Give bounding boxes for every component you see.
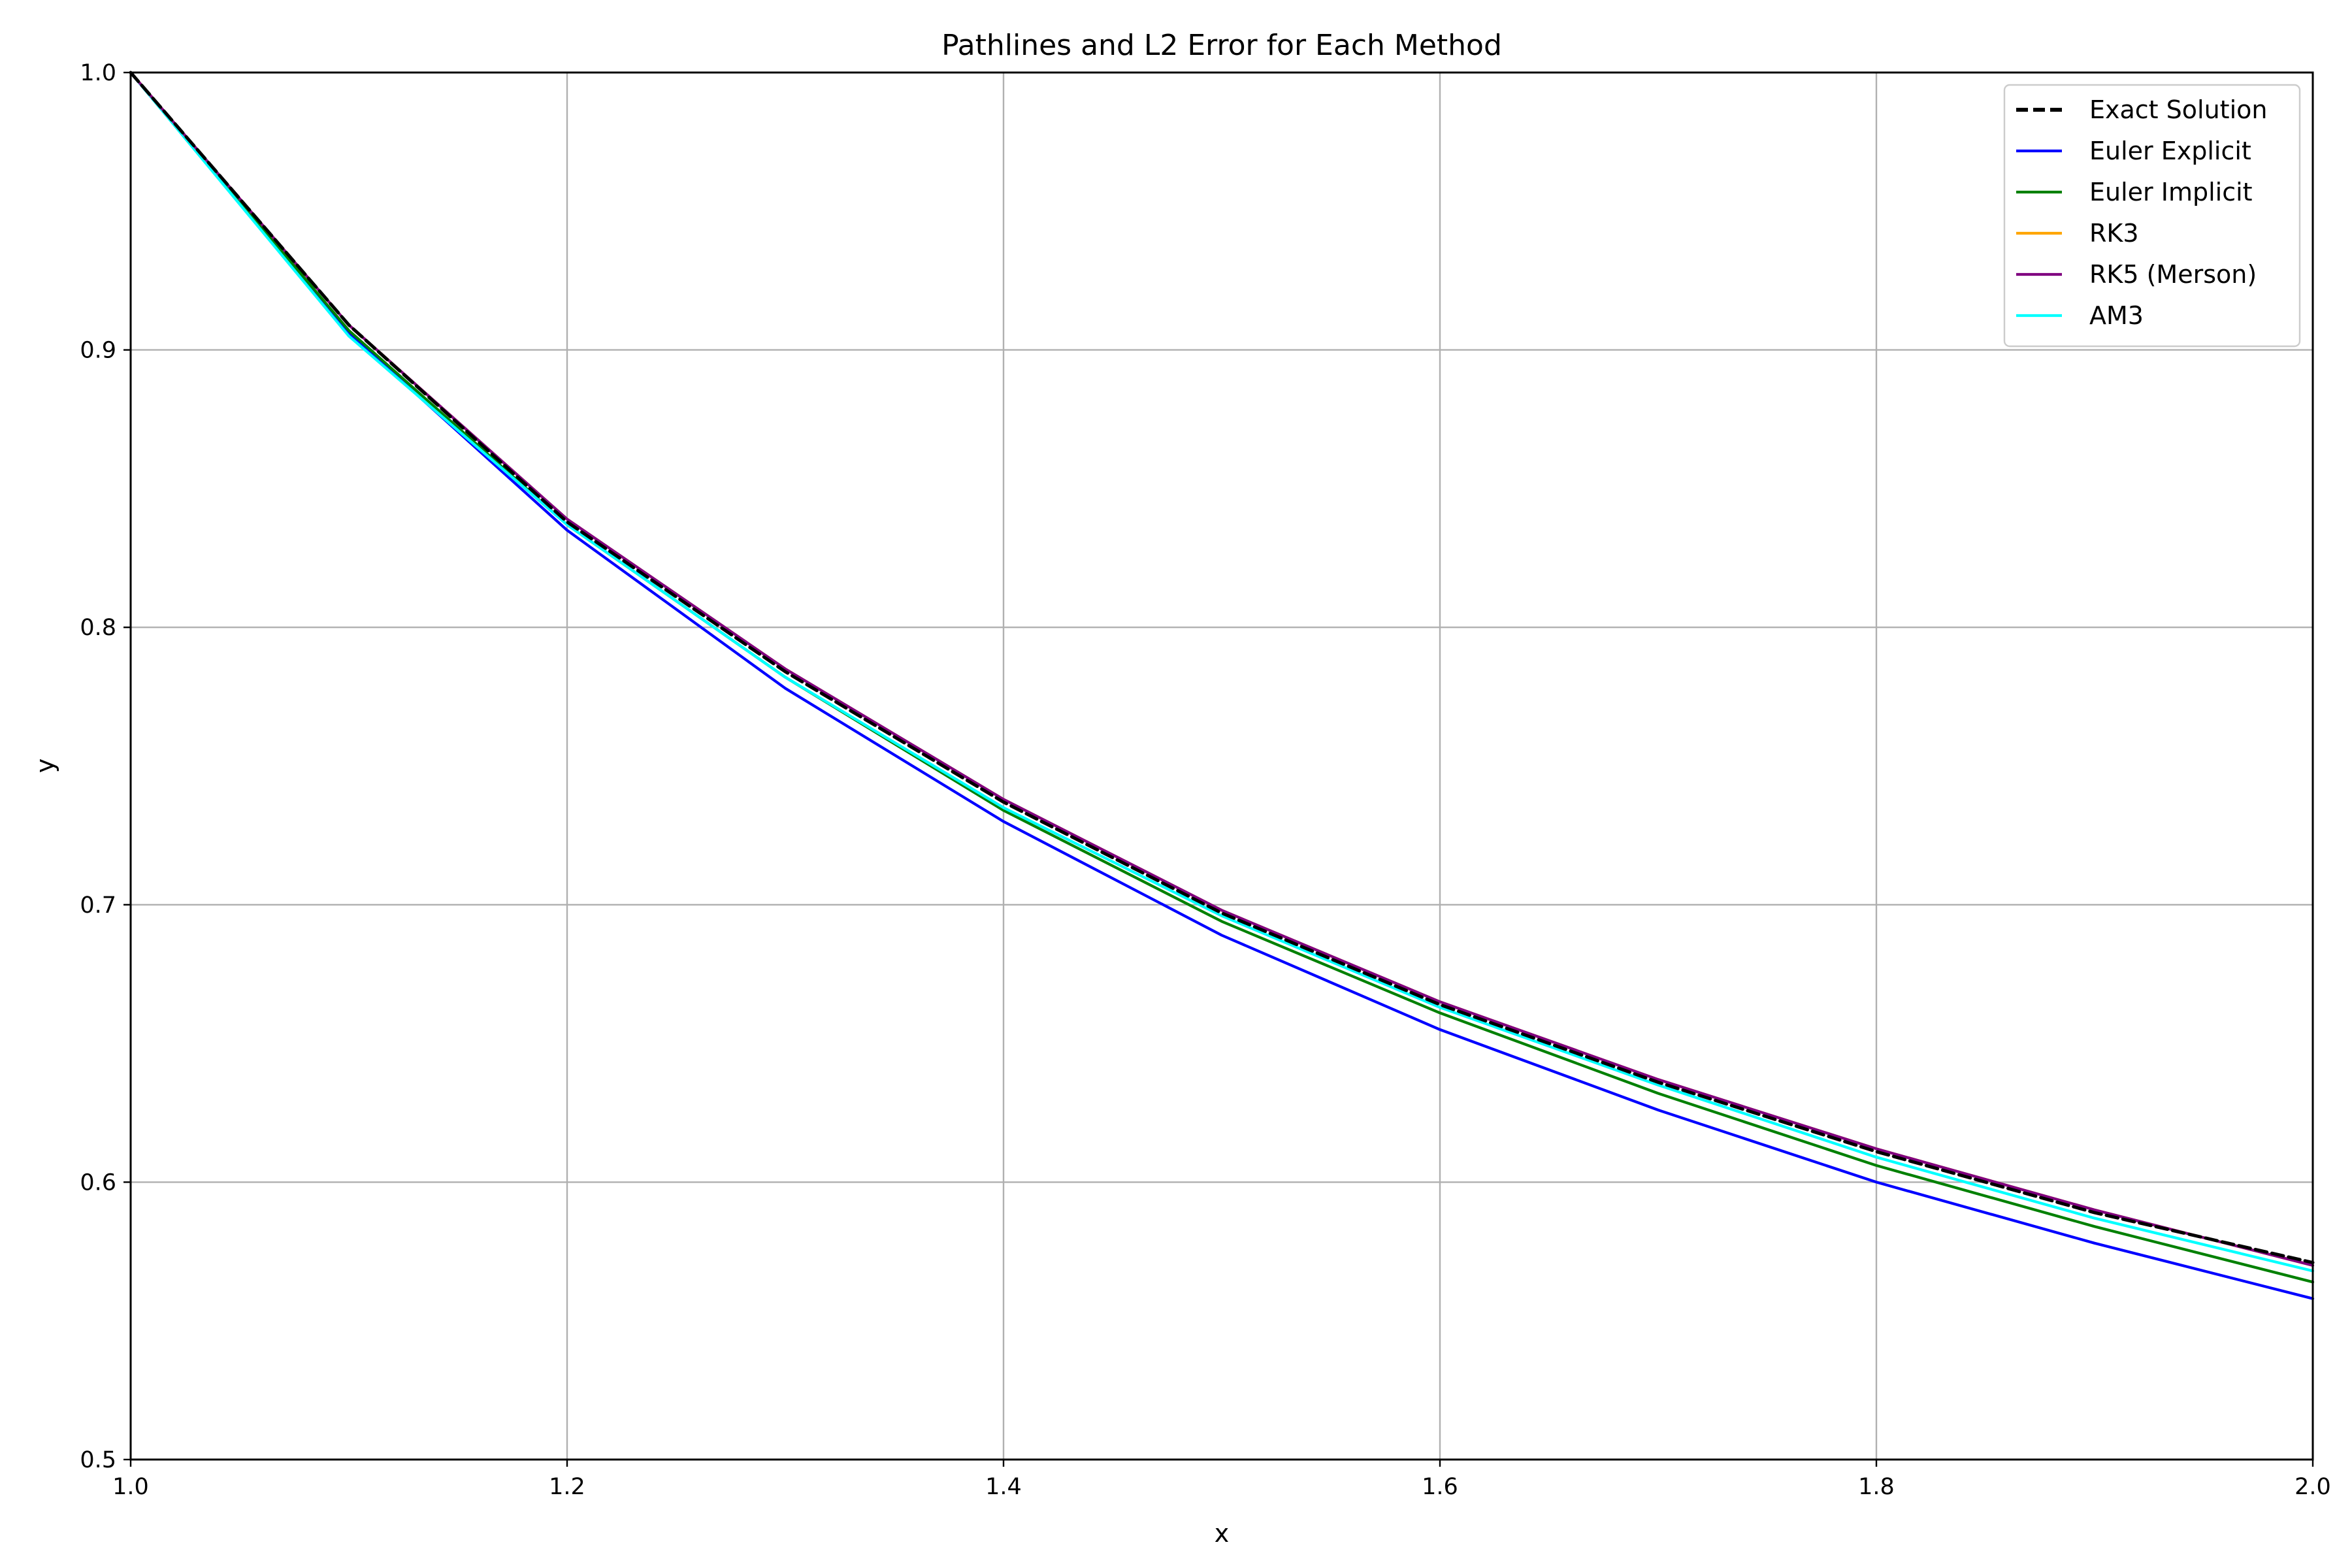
- x-tick-label: 1.8: [1858, 1474, 1895, 1500]
- x-tick-label: 1.6: [1422, 1474, 1458, 1500]
- x-tick-label: 1.2: [549, 1474, 585, 1500]
- series-line-1: [129, 71, 2315, 1300]
- legend: Exact Solution Euler Explicit Euler Implic…: [2003, 84, 2301, 348]
- series-line-2: [129, 71, 2315, 1284]
- x-tick-label: 2.0: [2295, 1474, 2331, 1500]
- y-tick-label: 0.6: [80, 1169, 116, 1196]
- y-tick-label: 1.0: [80, 60, 116, 86]
- series-line-5: [129, 71, 2315, 1273]
- legend-label: AM3: [2089, 301, 2144, 330]
- legend-label: Exact Solution: [2089, 95, 2267, 124]
- legend-label: Euler Explicit: [2089, 137, 2251, 165]
- legend-label: RK5 (Merson): [2089, 260, 2257, 289]
- x-tick-label: 1.4: [985, 1474, 1022, 1500]
- y-tick-label: 0.8: [80, 615, 116, 641]
- x-tick-label: 1.0: [112, 1474, 149, 1500]
- y-axis-label: y: [31, 759, 59, 774]
- plot-frame: [129, 71, 2314, 1461]
- chart-title: Pathlines and L2 Error for Each Method: [941, 29, 1502, 62]
- x-axis-label: x: [1215, 1519, 1230, 1548]
- legend-label: Euler Implicit: [2089, 178, 2253, 206]
- legend-box: [2003, 84, 2301, 348]
- axis-ticks: 1.0 1.2 1.4 1.6 1.8 2.0 0.5 0.6 0.7 0.8 0.9 1.0: [80, 60, 2331, 1500]
- series-line-0: [129, 71, 2315, 1264]
- y-tick-label: 0.9: [80, 338, 116, 364]
- y-tick-label: 0.7: [80, 892, 116, 919]
- legend-label: RK3: [2089, 219, 2139, 248]
- y-tick-label: 0.5: [80, 1447, 116, 1473]
- series-lines: [129, 71, 2315, 1300]
